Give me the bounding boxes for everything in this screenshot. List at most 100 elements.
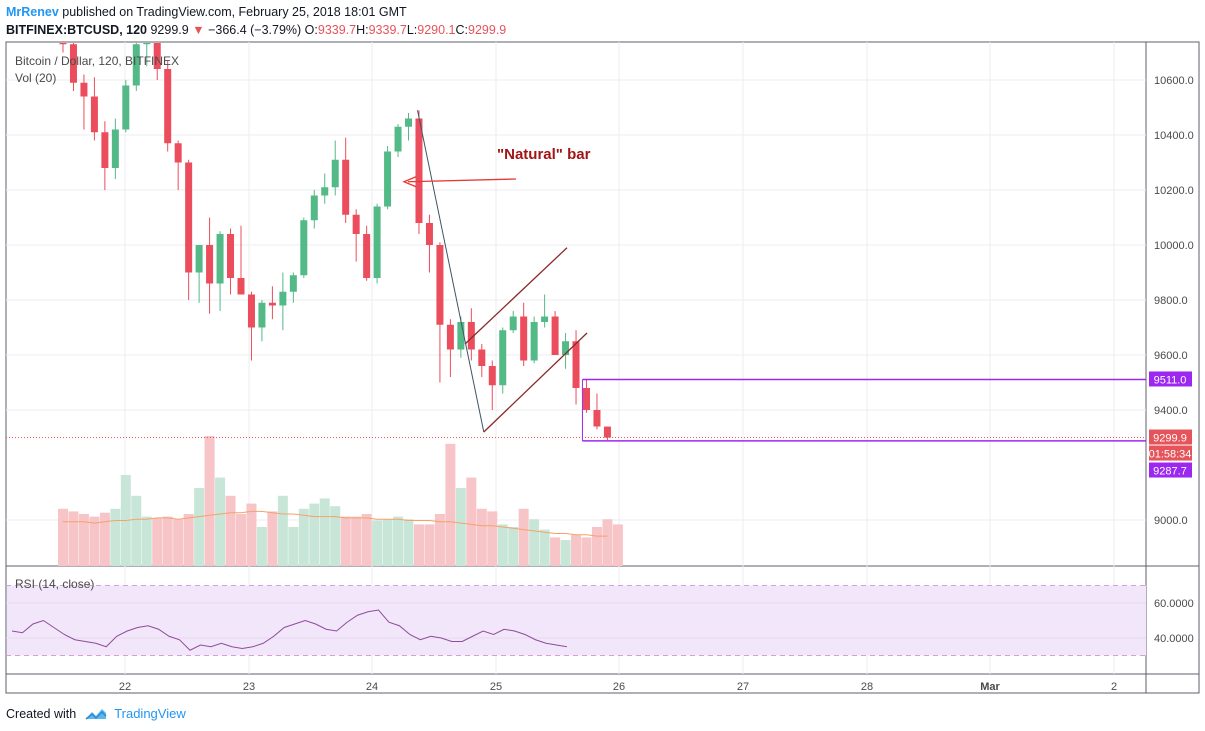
volume-bar — [141, 516, 152, 566]
price-tick-label: 9800.0 — [1154, 295, 1188, 307]
ohlc-key: C: — [455, 23, 469, 37]
candle-body — [509, 316, 517, 331]
time-tick-label: 25 — [490, 681, 502, 693]
volume-bar — [162, 516, 173, 566]
volume-bar — [571, 534, 582, 566]
candle-body — [530, 322, 538, 361]
candle-body — [425, 223, 433, 245]
rsi-legend: RSI (14, close) — [15, 577, 94, 591]
volume-bar — [246, 503, 257, 566]
candle-body — [572, 341, 580, 388]
volume-bar — [99, 512, 110, 566]
symbol-label: BITFINEX:BTCUSD, 120 — [6, 23, 147, 37]
candle-body — [174, 143, 182, 163]
price-tick-label: 9000.0 — [1154, 515, 1188, 527]
volume-bar — [445, 443, 456, 566]
volume-bar — [372, 520, 383, 566]
volume-bar — [131, 495, 142, 566]
candle-body — [562, 341, 570, 355]
time-tick-label: 27 — [737, 681, 749, 693]
candle-body — [342, 159, 350, 215]
rsi-band — [7, 585, 1146, 656]
volume-bar — [413, 524, 424, 566]
ohlc-value: 9339.7 — [368, 23, 407, 37]
volume-bar — [382, 519, 393, 566]
tradingview-brand-link[interactable]: TradingView — [114, 706, 186, 721]
candle-body — [551, 316, 559, 355]
candle-body — [405, 118, 413, 127]
rsi-tick-label: 40.0000 — [1154, 633, 1194, 645]
candle-body — [153, 43, 161, 69]
rsi-tick-label: 60.0000 — [1154, 598, 1194, 610]
volume-bar — [225, 495, 236, 566]
volume-bar — [173, 519, 184, 566]
tradingview-logo-icon — [85, 708, 107, 720]
chart-frame — [5, 41, 1200, 694]
annotation-label: "Natural" bar — [497, 146, 591, 163]
volume-bar — [215, 477, 226, 566]
volume-bar — [183, 514, 194, 566]
volume-bar — [89, 516, 100, 566]
annotation-arrow-shaft — [407, 178, 517, 183]
author-link[interactable]: MrRenev — [6, 5, 59, 19]
volume-bar — [330, 506, 341, 566]
volume-bar — [539, 529, 550, 566]
volume-bar — [152, 517, 163, 566]
candle-body — [185, 162, 193, 273]
channel-upper-line — [464, 247, 568, 345]
volume-bar — [110, 508, 121, 566]
candle-body — [457, 322, 465, 350]
volume-bar — [58, 508, 68, 566]
volume-bar — [403, 519, 414, 566]
volume-bar — [518, 508, 529, 566]
candle-body — [446, 324, 454, 350]
footer: Created with TradingView — [6, 706, 186, 721]
volume-bar — [68, 511, 79, 566]
volume-bar — [581, 537, 592, 566]
price-tick-label: 10400.0 — [1154, 130, 1194, 142]
created-with-text: Created with — [6, 706, 77, 721]
candle-body — [289, 275, 297, 292]
candle-body — [541, 316, 549, 322]
volume-bar — [298, 508, 309, 566]
candle-body — [247, 294, 255, 328]
chart-header: MrRenev published on TradingView.com, Fe… — [0, 0, 1205, 42]
candle-body — [69, 44, 77, 83]
last-price: 9299.9 — [150, 23, 189, 37]
price-tick-label: 10200.0 — [1154, 185, 1194, 197]
annotation-arrow-icon — [402, 176, 417, 188]
countdown-label-bg — [1149, 445, 1192, 461]
published-text: published on TradingView.com, February 2… — [62, 5, 407, 19]
level-price-label: 9511.0 — [1154, 374, 1187, 386]
volume-bar — [309, 503, 320, 566]
channel-lower-line — [483, 332, 588, 433]
candle-body — [352, 214, 360, 234]
time-tick-label: 24 — [366, 681, 378, 693]
countdown-label: 01:58:34 — [1149, 449, 1192, 461]
candle-body — [216, 234, 224, 284]
candle-body — [90, 96, 98, 133]
candle-body — [384, 151, 392, 207]
last-price-label-bg — [1149, 429, 1192, 445]
candle-body — [603, 426, 611, 438]
candle-body — [143, 43, 151, 45]
level-price-label-bg — [1149, 371, 1192, 387]
series-legend: Bitcoin / Dollar, 120, BITFINEX — [15, 54, 179, 68]
time-tick-label: Mar — [980, 681, 1000, 693]
candle-body — [436, 245, 444, 325]
volume-bar — [476, 508, 487, 566]
candle-body — [101, 132, 109, 168]
volume-bar — [591, 527, 602, 566]
volume-bar — [508, 527, 519, 566]
price-change: −366.4 (−3.79%) — [208, 23, 302, 37]
ohlc-key: L: — [406, 23, 418, 37]
volume-bar — [550, 537, 561, 566]
time-tick-label: 23 — [243, 681, 255, 693]
symbol-line: BITFINEX:BTCUSD, 120 9299.9 ▼ −366.4 (−3… — [6, 23, 506, 37]
volume-bar — [455, 488, 466, 566]
candle-body — [300, 220, 308, 276]
candle-body — [331, 159, 339, 188]
ohlc-key: H: — [356, 23, 369, 37]
ohlc-value: 9299.9 — [468, 23, 507, 37]
